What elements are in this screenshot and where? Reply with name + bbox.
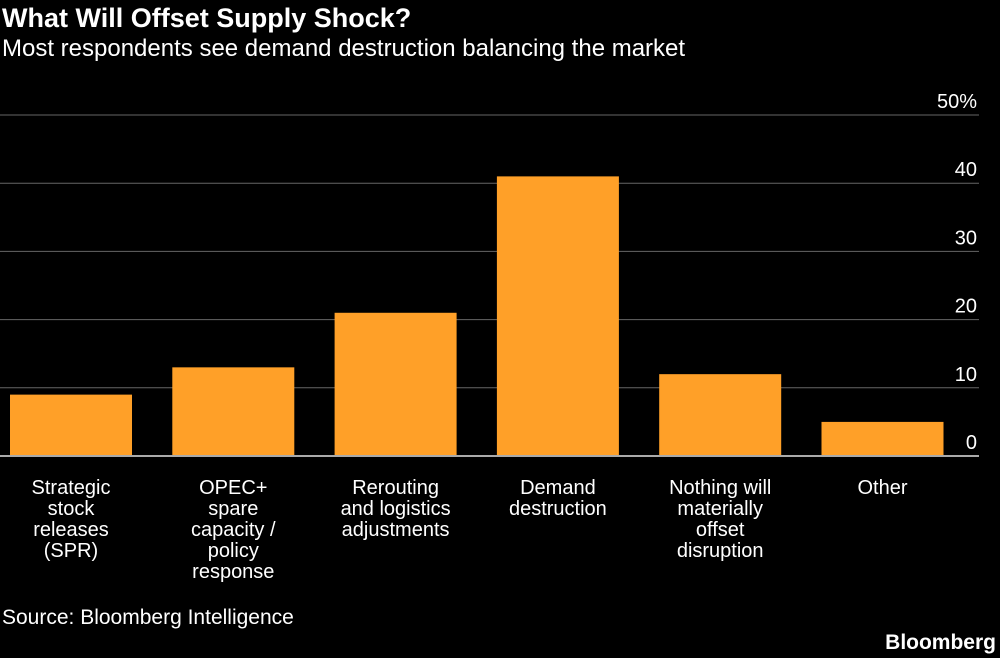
y-tick-label: 20 [955,296,977,318]
bar [334,312,457,456]
y-tick-label: 0 [966,432,977,454]
chart-title: What Will Offset Supply Shock? [2,3,412,33]
y-axis-tick-labels: 0 10 20 30 40 50% [937,91,977,454]
bar [821,421,944,456]
x-category-label: Rerouting and logistics adjustments [341,477,451,541]
x-axis-category-labels: Strategic stock releases (SPR) OPEC+ spare cap… [32,477,908,583]
gridlines [0,114,979,389]
bars [10,176,944,456]
y-tick-label: 10 [955,364,977,386]
y-tick-label: 50% [937,91,977,113]
y-tick-label: 30 [955,227,977,249]
bar [172,367,295,456]
bar [10,394,132,456]
bloomberg-logo: Bloomberg [885,631,996,654]
x-category-label: Strategic stock releases (SPR) [32,477,111,562]
x-category-label: Other [857,477,907,499]
x-category-label: Demand destruction [509,477,607,520]
bar [496,176,619,456]
y-tick-label: 40 [955,159,977,181]
chart-subtitle: Most respondents see demand destruction … [2,35,686,62]
x-category-label: Nothing will materially offset disruption [669,477,771,562]
source-note: Source: Bloomberg Intelligence [2,606,294,629]
x-category-label: OPEC+ spare capacity / policy response [191,477,276,583]
bar [659,374,782,456]
